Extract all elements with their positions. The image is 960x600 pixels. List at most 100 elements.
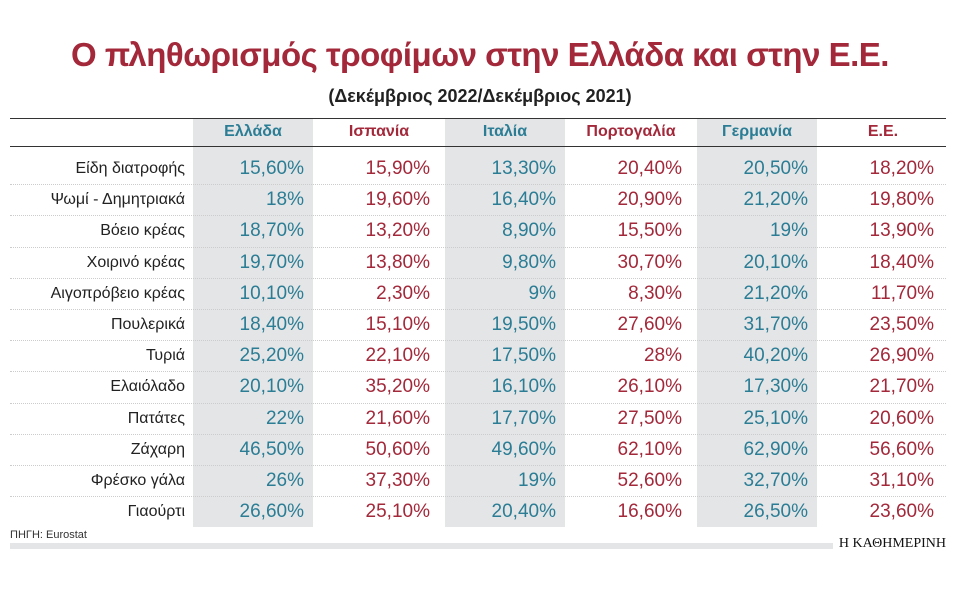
cell-value: 23,60% (869, 501, 934, 523)
row-label: Χοιρινό κρέας (86, 253, 185, 271)
column-header: Ε.Ε. (867, 123, 899, 140)
cell-value: 18,40% (239, 314, 304, 335)
cell-value: 21,20% (743, 189, 808, 211)
cell-value: 49,60% (491, 438, 556, 460)
row-label: Πουλερικά (110, 316, 185, 333)
cell-value: 8,30% (628, 282, 682, 304)
row-rule (10, 215, 946, 217)
column-header: Ιταλία (482, 123, 528, 140)
row-label: Βόειο κρέας (100, 222, 185, 240)
cell-value: 22,10% (365, 345, 430, 367)
cell-value: 26,50% (743, 501, 808, 523)
brand-bar (10, 543, 940, 549)
cell-value: 26% (265, 470, 304, 491)
cell-value: 16,40% (491, 189, 556, 211)
cell-value: 10,10% (239, 282, 304, 304)
cell-value: 56,60% (869, 438, 934, 460)
cell-value: 13,30% (491, 158, 556, 179)
cell-value: 20,10% (743, 251, 808, 273)
row-rule (10, 340, 946, 342)
cell-value: 31,70% (743, 314, 808, 335)
cell-value: 21,70% (869, 376, 934, 398)
cell-value: 15,60% (239, 158, 304, 179)
cell-value: 25,10% (743, 407, 808, 429)
cell-value: 50,60% (365, 438, 430, 460)
cell-value: 19,80% (869, 189, 934, 211)
cell-value: 21,20% (743, 282, 808, 304)
cell-value: 9% (528, 282, 556, 304)
cell-value: 31,10% (869, 470, 934, 491)
cell-value: 27,60% (617, 314, 682, 335)
cell-value: 19,70% (239, 251, 304, 273)
cell-value: 13,90% (869, 220, 934, 242)
row-label: Γιαούρτι (127, 503, 185, 521)
cell-value: 18,20% (869, 158, 934, 179)
cell-value: 26,10% (617, 376, 682, 398)
cell-value: 13,80% (365, 251, 430, 273)
cell-value: 18% (265, 189, 304, 211)
header-rule (10, 146, 946, 147)
title: Ο πληθωρισμός τροφίμων στην Ελλάδα και σ… (71, 36, 889, 73)
row-rule (10, 309, 946, 310)
column-header: Ελλάδα (224, 123, 282, 140)
cell-value: 52,60% (617, 470, 682, 491)
row-rule (10, 277, 946, 279)
column-shade (697, 118, 817, 528)
cell-value: 46,50% (239, 438, 304, 460)
row-rule (10, 496, 946, 498)
row-rule (10, 402, 946, 404)
cell-value: 15,10% (365, 314, 430, 335)
row-rule (10, 184, 946, 186)
row-label: Τυριά (145, 347, 185, 365)
cell-value: 8,90% (502, 220, 556, 242)
cell-value: 25,10% (365, 501, 430, 523)
cell-value: 35,20% (365, 376, 430, 398)
cell-value: 30,70% (617, 251, 682, 273)
cell-value: 15,50% (617, 220, 682, 242)
cell-value: 21,60% (365, 407, 430, 429)
row-rule (10, 371, 946, 373)
cell-value: 20,40% (617, 158, 682, 179)
cell-value: 2,30% (376, 282, 430, 304)
cell-value: 40,20% (743, 345, 808, 367)
top-rule (10, 118, 946, 119)
cell-value: 16,60% (617, 501, 682, 523)
cell-value: 20,90% (617, 189, 682, 211)
cell-value: 20,10% (239, 376, 304, 398)
cell-value: 19,60% (365, 189, 430, 211)
row-label: Ψωμί - Δημητριακά (50, 191, 185, 209)
cell-value: 20,50% (743, 158, 808, 179)
row-rule (10, 246, 946, 248)
row-label: Πατάτες (127, 409, 185, 427)
cell-value: 20,40% (491, 501, 556, 523)
cell-value: 27,50% (617, 407, 682, 429)
column-shade (445, 118, 565, 528)
cell-value: 19% (517, 470, 556, 491)
cell-value: 23,50% (869, 314, 934, 335)
row-label: Αιγοπρόβειο κρέας (50, 284, 185, 302)
cell-value: 62,10% (617, 438, 682, 460)
cell-value: 32,70% (743, 470, 808, 491)
cell-value: 62,90% (743, 438, 808, 460)
cell-value: 18,40% (869, 251, 934, 273)
cell-value: 26,60% (239, 501, 304, 523)
cell-value: 19,50% (491, 314, 556, 335)
subtitle: (Δεκέμβριος 2022/Δεκέμβριος 2021) (328, 86, 632, 106)
cell-value: 11,70% (870, 282, 934, 304)
column-header: Πορτογαλία (586, 123, 676, 140)
cell-value: 17,70% (491, 407, 556, 429)
cell-value: 37,30% (365, 470, 430, 491)
row-label: Ζάχαρη (130, 440, 185, 458)
column-header: Ισπανία (348, 123, 410, 140)
cell-value: 16,10% (491, 376, 556, 398)
brand: Η ΚΑΘΗΜΕΡΙΝΗ (832, 536, 946, 552)
column-header: Γερμανία (722, 123, 792, 140)
row-label: Είδη διατροφής (75, 160, 186, 177)
cell-value: 25,20% (239, 345, 304, 367)
cell-value: 17,50% (491, 345, 556, 367)
cell-value: 20,60% (869, 407, 934, 429)
cell-value: 26,90% (869, 345, 934, 367)
cell-value: 15,90% (365, 158, 430, 179)
cell-value: 22% (265, 407, 304, 429)
